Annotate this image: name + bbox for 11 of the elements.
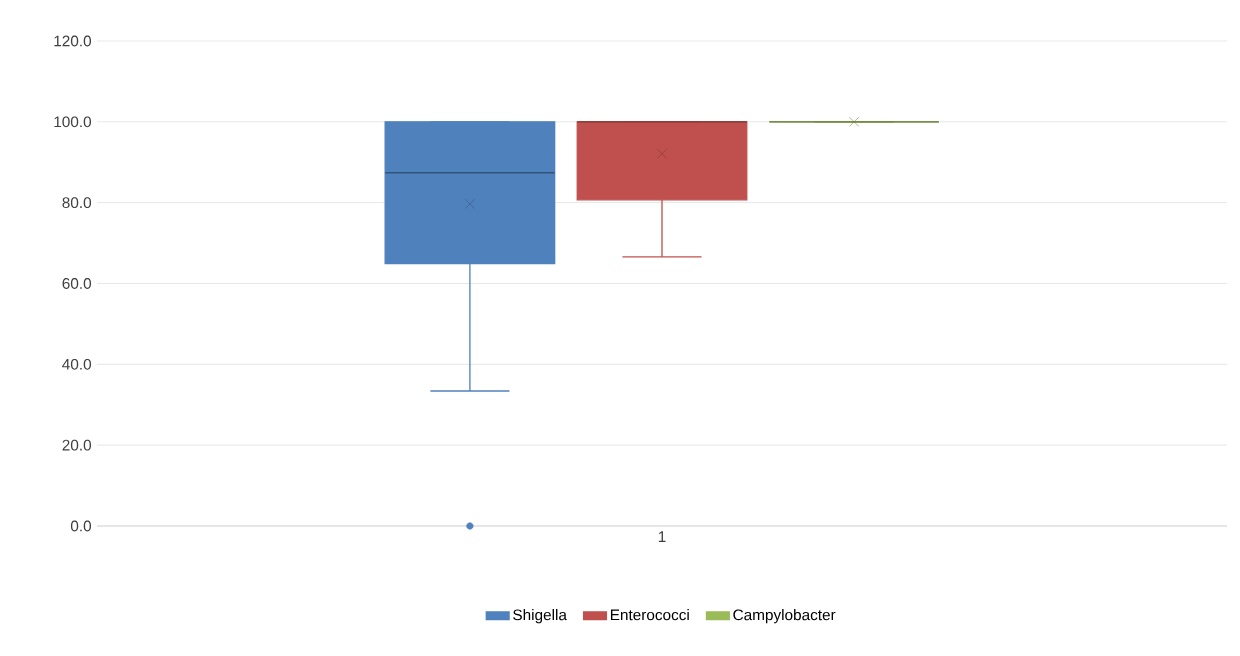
y-tick-label: 120.0 [54, 35, 92, 47]
y-tick-label: 0.0 [70, 520, 92, 532]
y-tick-label: 20.0 [62, 439, 92, 451]
y-tick-label: 100.0 [54, 116, 92, 128]
legend-label: Shigella [513, 609, 567, 624]
legend-label: Campylobacter [733, 609, 836, 624]
y-tick-label: 60.0 [62, 278, 92, 289]
y-tick-label: 40.0 [62, 358, 92, 370]
legend-label: Enterococci [610, 609, 689, 621]
y-tick-label: 80.0 [62, 197, 92, 209]
x-tick-label: 1 [658, 531, 666, 542]
